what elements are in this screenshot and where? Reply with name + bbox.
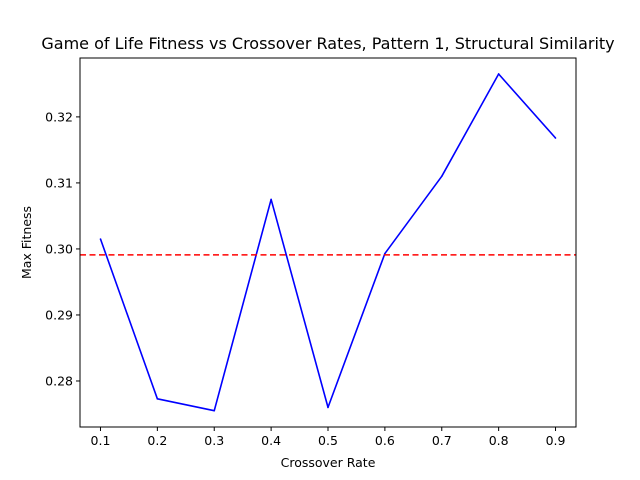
x-tick-label: 0.1 (91, 433, 111, 448)
x-tick-label: 0.5 (318, 433, 338, 448)
y-tick-label: 0.28 (45, 373, 73, 388)
x-tick-label: 0.7 (432, 433, 452, 448)
y-axis-label: Max Fitness (19, 206, 34, 279)
y-tick-label: 0.29 (45, 307, 73, 322)
x-tick-label: 0.6 (375, 433, 395, 448)
data-point (99, 238, 102, 240)
data-point (384, 252, 386, 255)
data-point (213, 409, 216, 412)
data-point (497, 73, 500, 75)
data-point (270, 198, 272, 201)
x-tick-label: 0.2 (147, 433, 167, 448)
y-tick-label: 0.30 (45, 241, 73, 256)
data-point (327, 406, 329, 409)
x-axis-label: Crossover Rate (281, 455, 376, 470)
axes-frame (79, 57, 577, 428)
data-point (554, 137, 557, 139)
y-tick-label: 0.32 (45, 109, 73, 124)
data-point (440, 175, 443, 178)
y-tick-label: 0.31 (45, 175, 73, 190)
x-tick-label: 0.3 (204, 433, 224, 448)
chart-title: Game of Life Fitness vs Crossover Rates,… (41, 34, 614, 53)
data-point (156, 398, 159, 400)
x-tick-label: 0.8 (489, 433, 509, 448)
x-tick-label: 0.4 (261, 433, 281, 448)
plot-area: 0.1 0.2 0.3 0.4 0.5 0.6 0.7 0.8 0.9 0.28 0.29 0.30 0… (45, 73, 576, 448)
x-tick-label: 0.9 (546, 433, 566, 448)
